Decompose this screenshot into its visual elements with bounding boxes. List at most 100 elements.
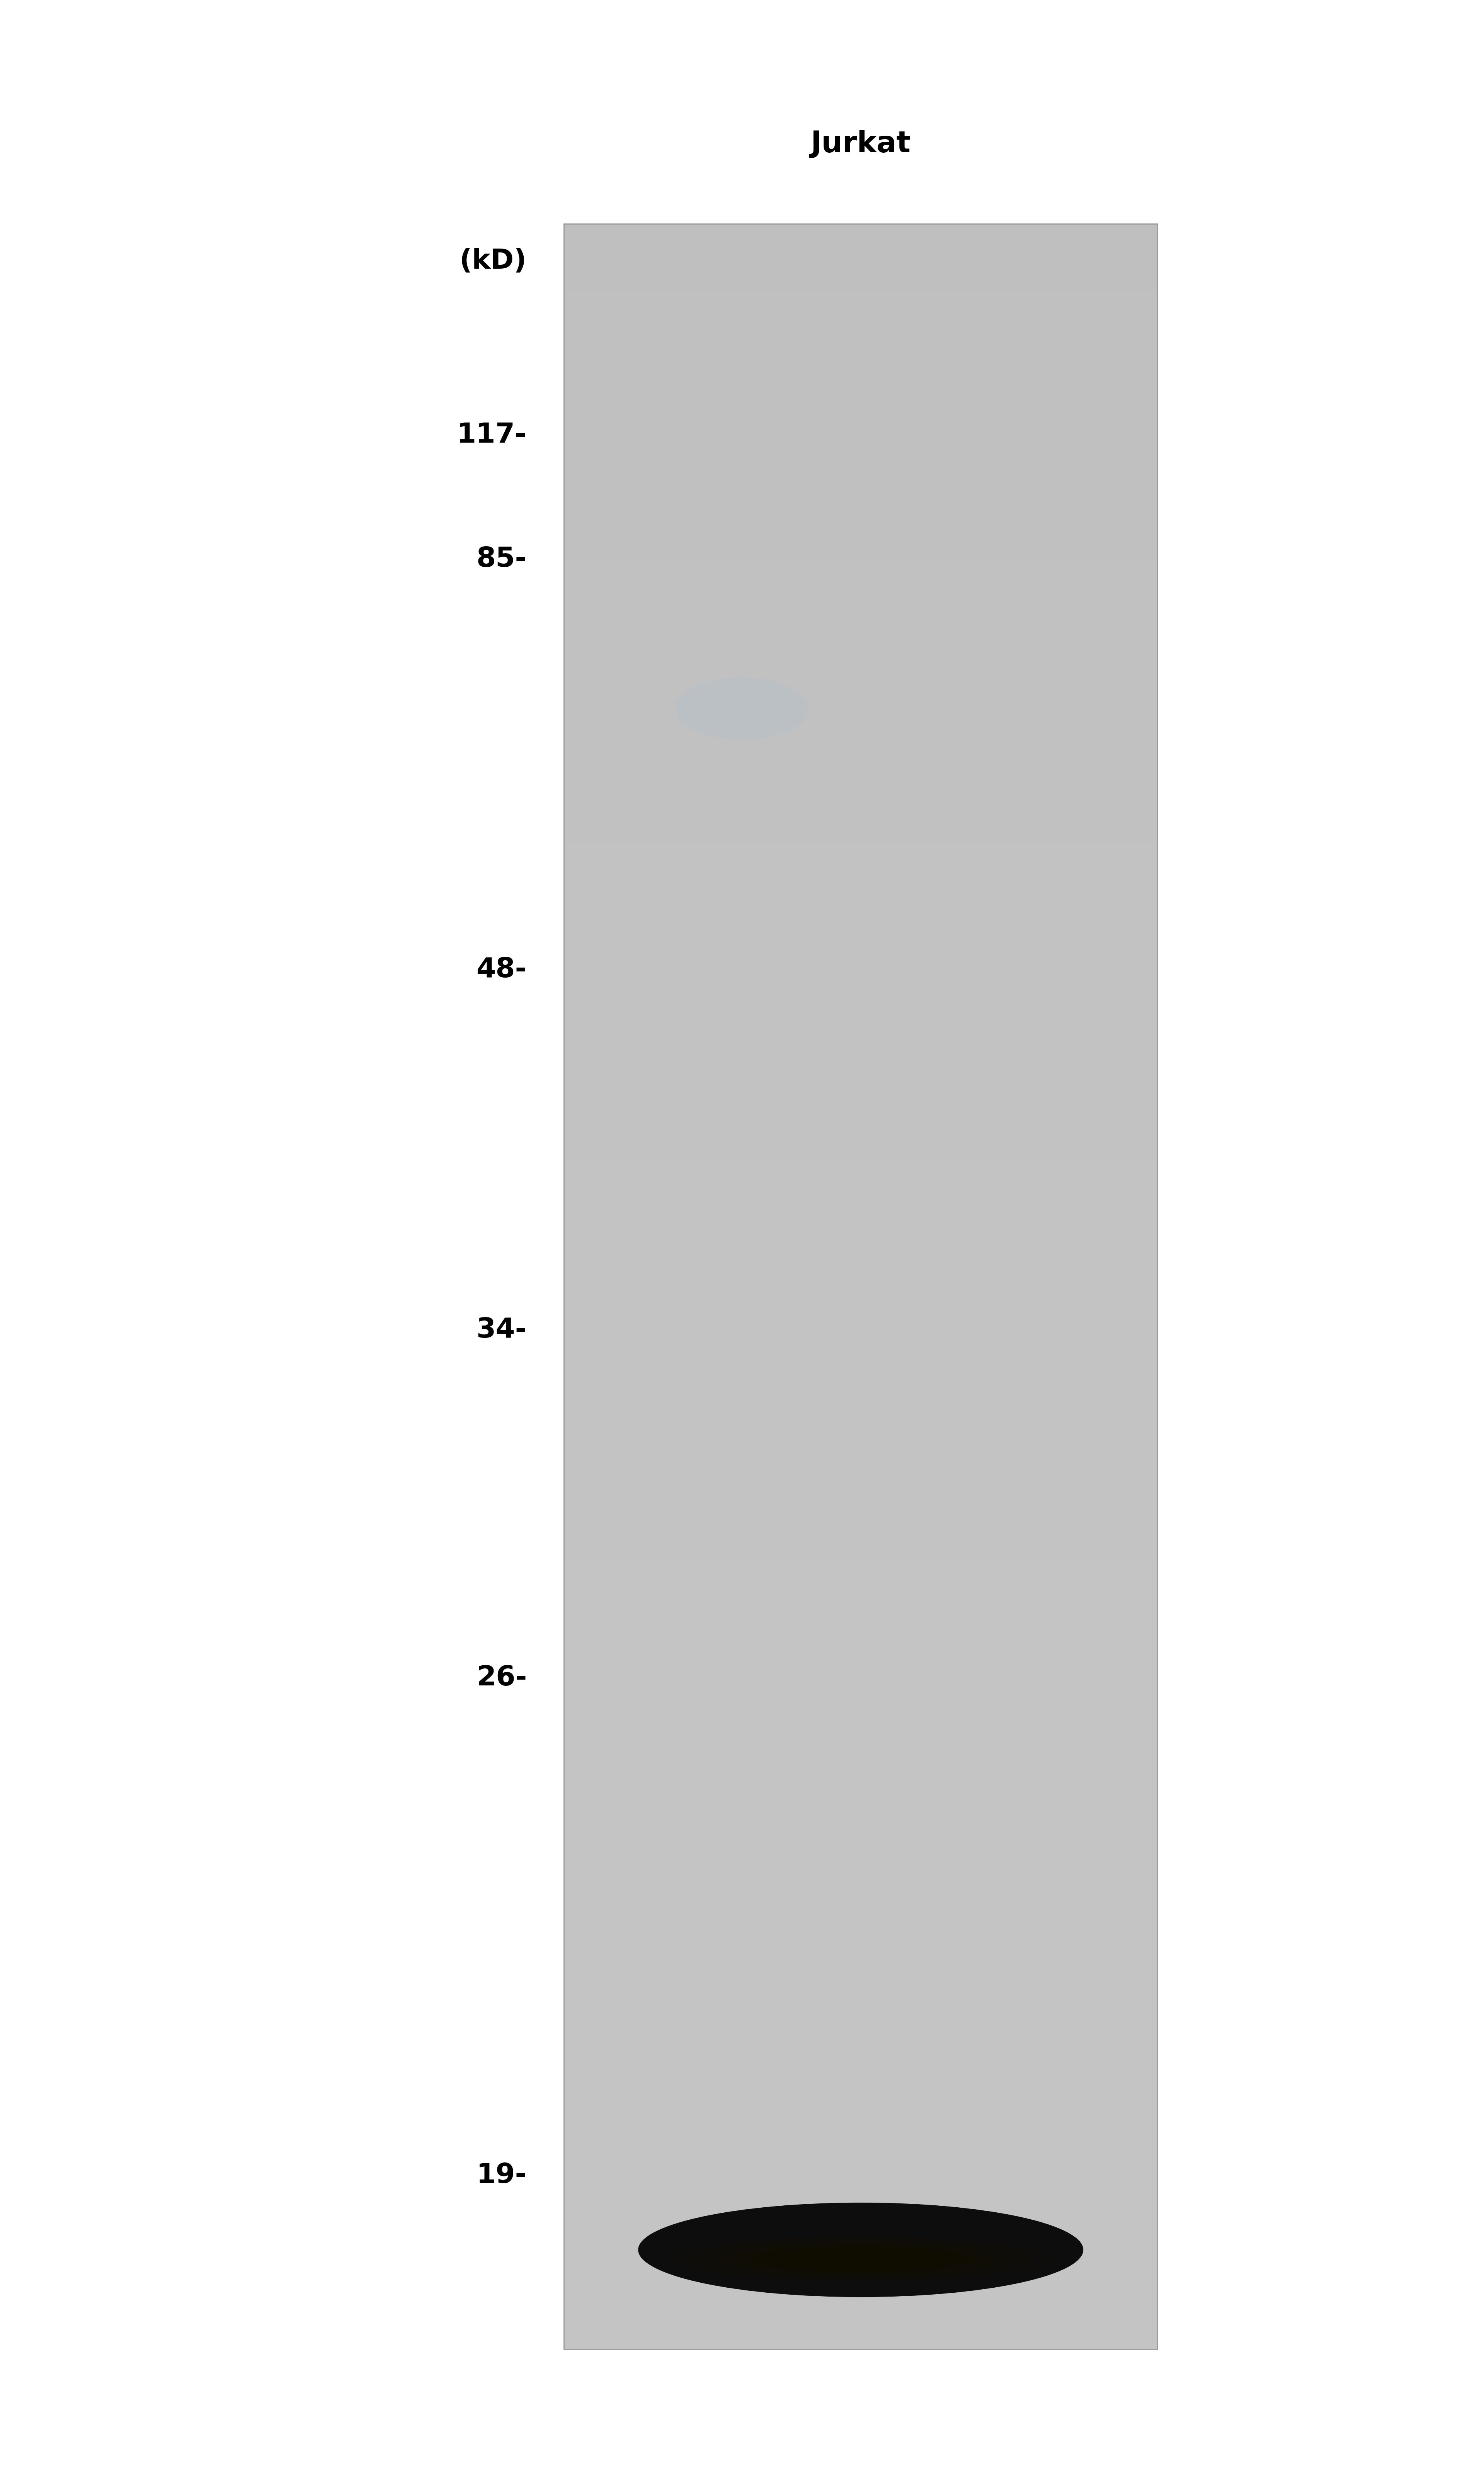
Bar [564,1710,1158,1715]
Bar [564,1457,1158,1459]
Bar [564,1817,1158,1822]
Bar [564,2056,1158,2058]
Bar [564,1139,1158,1141]
Bar [564,418,1158,423]
Bar [564,2324,1158,2327]
Bar [564,1618,1158,1623]
Text: 48-: 48- [476,957,527,982]
Bar [564,763,1158,766]
Bar [564,1723,1158,1725]
Bar [564,1231,1158,1233]
Bar [564,383,1158,388]
Bar [564,1415,1158,1417]
Bar [564,2150,1158,2155]
Bar [564,1432,1158,1434]
Bar [564,1857,1158,1860]
Bar [564,1805,1158,1807]
Bar [564,1782,1158,1785]
Bar [564,405,1158,408]
Bar [564,897,1158,900]
Bar [564,2297,1158,2300]
Bar [564,2118,1158,2123]
Bar [564,1188,1158,1191]
Bar [564,1999,1158,2001]
Bar [564,1218,1158,1223]
Bar [564,231,1158,234]
Bar [564,1673,1158,1676]
Bar [564,1422,1158,1424]
Bar [564,433,1158,438]
Bar [564,1613,1158,1616]
Bar [564,1340,1158,1342]
Bar [564,1867,1158,1872]
Bar [564,1860,1158,1864]
Bar [564,1581,1158,1584]
Bar [564,1939,1158,1942]
Bar [564,1158,1158,1163]
Bar [564,450,1158,455]
Bar [564,1173,1158,1176]
Bar [564,917,1158,922]
Bar [564,1293,1158,1298]
Bar [564,273,1158,276]
Bar [564,721,1158,723]
Bar [564,316,1158,318]
Bar [564,510,1158,515]
Bar [564,1280,1158,1283]
Bar [564,2250,1158,2255]
Bar [564,1758,1158,1760]
Bar [564,1598,1158,1601]
Bar [564,2235,1158,2240]
Bar [564,691,1158,696]
Bar [564,348,1158,351]
Bar [564,989,1158,992]
Bar [564,1924,1158,1927]
Bar [564,246,1158,249]
Bar [564,1584,1158,1589]
Bar [564,579,1158,582]
Bar [564,2024,1158,2026]
Bar [564,1452,1158,1457]
Bar [564,2148,1158,2150]
Bar [564,1081,1158,1084]
Bar [564,1750,1158,1755]
Bar [564,1648,1158,1651]
Bar [564,2093,1158,2098]
Bar [564,1049,1158,1052]
Bar [564,850,1158,855]
Bar [564,308,1158,313]
Ellipse shape [675,679,809,741]
Bar [564,1238,1158,1241]
Bar [564,2019,1158,2024]
Bar [564,1909,1158,1914]
Bar [564,1991,1158,1994]
Bar [564,1897,1158,1899]
Bar [564,264,1158,266]
Bar [564,967,1158,972]
Bar [564,296,1158,298]
Bar [564,2255,1158,2257]
Bar [564,1114,1158,1116]
Bar [564,1134,1158,1139]
Bar [564,2215,1158,2218]
Bar [564,890,1158,892]
Bar [564,940,1158,942]
Bar [564,2314,1158,2317]
Bar [564,1559,1158,1564]
Bar [564,1014,1158,1017]
Bar [564,251,1158,256]
Bar [564,1263,1158,1265]
Bar [564,549,1158,554]
Bar [564,341,1158,343]
Bar [564,1591,1158,1594]
Bar [564,955,1158,957]
Bar [564,1715,1158,1718]
Bar [564,517,1158,522]
Bar [564,979,1158,982]
Bar [564,1124,1158,1126]
Bar [564,2230,1158,2232]
Bar [564,1176,1158,1181]
Bar [564,1265,1158,1268]
Bar [564,365,1158,368]
Bar [564,1074,1158,1076]
